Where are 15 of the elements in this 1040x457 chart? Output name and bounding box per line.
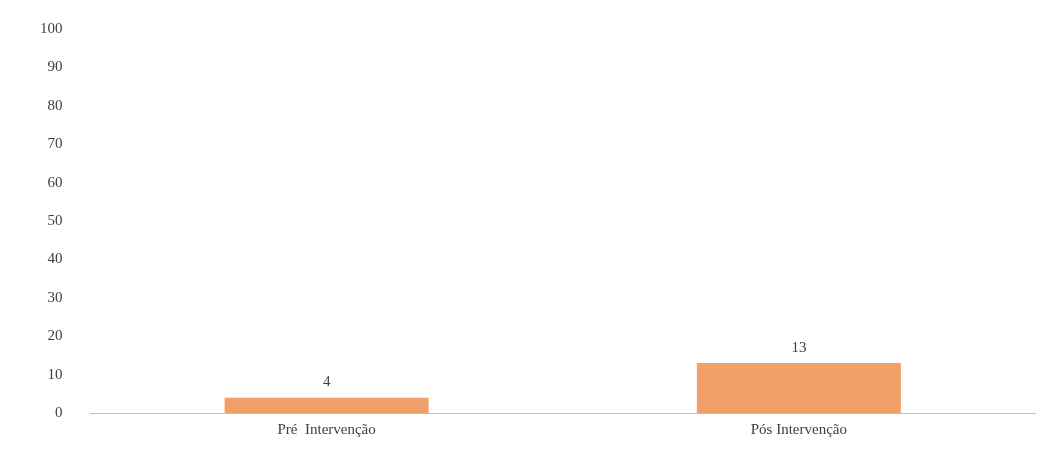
y-tick-label: 50 <box>47 211 63 228</box>
data-label: 4 <box>322 373 331 390</box>
x-tick-label: Pós Intervenção <box>750 420 847 437</box>
y-tick-label: 70 <box>47 135 63 152</box>
y-tick-label: 60 <box>47 173 63 190</box>
x-tick-label: Pré Intervenção <box>277 420 376 437</box>
y-tick-label: 100 <box>40 19 63 36</box>
y-tick-label: 40 <box>47 250 63 267</box>
y-tick-label: 0 <box>55 403 63 420</box>
y-tick-label: 80 <box>47 96 63 113</box>
data-label: 13 <box>791 338 807 355</box>
y-tick-label: 20 <box>47 327 63 344</box>
y-tick-label: 10 <box>47 365 63 382</box>
y-tick-label: 30 <box>47 288 63 305</box>
y-tick-label: 90 <box>47 58 63 75</box>
